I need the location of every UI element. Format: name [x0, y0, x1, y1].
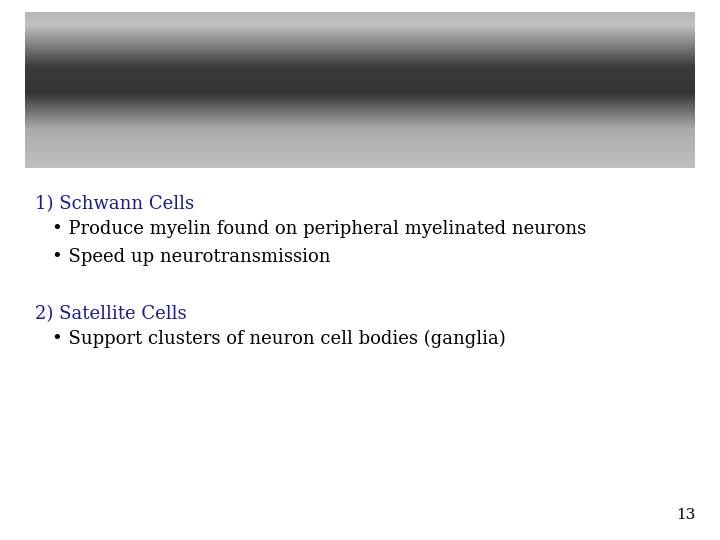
- Text: in the PNS: in the PNS: [251, 104, 469, 138]
- Text: 13: 13: [675, 508, 695, 522]
- Text: • Support clusters of neuron cell bodies (ganglia): • Support clusters of neuron cell bodies…: [52, 330, 505, 348]
- Text: • Produce myelin found on peripheral myelinated neurons: • Produce myelin found on peripheral mye…: [52, 220, 586, 238]
- Text: 1) Schwann Cells: 1) Schwann Cells: [35, 195, 194, 213]
- Text: • Speed up neurotransmission: • Speed up neurotransmission: [52, 248, 330, 266]
- Text: Types of Neuroglial Cells: Types of Neuroglial Cells: [107, 38, 613, 73]
- Text: 2) Satellite Cells: 2) Satellite Cells: [35, 305, 186, 323]
